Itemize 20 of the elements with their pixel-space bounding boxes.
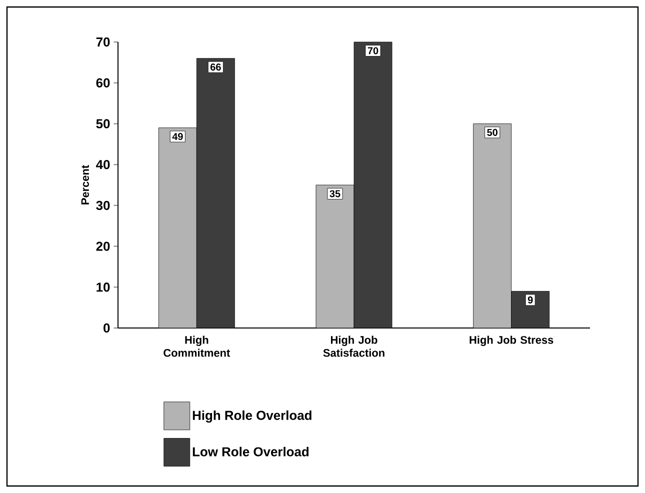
x-tick-label: High Job Satisfaction [323,336,384,357]
data-label: 49 [172,133,183,140]
legend-label: Low Role Overload [192,446,309,456]
data-label: 9 [528,296,533,304]
data-label: 66 [210,64,221,71]
y-tick-label: 0 [104,323,110,333]
y-tick-label: 60 [96,78,110,88]
x-tick-label: High Commitment [164,336,230,357]
y-axis-title: Percent [81,165,89,204]
y-tick-label: 50 [96,119,110,128]
data-label: 50 [487,128,498,136]
y-tick-label: 20 [96,242,110,251]
data-label: 35 [330,190,340,198]
y-tick-label: 30 [96,200,110,210]
legend-label: High Role Overload [192,410,312,423]
y-tick-label: 40 [96,160,110,170]
data-label: 70 [368,47,378,54]
y-tick-label: 10 [96,282,110,292]
x-tick-label: High Job Stress [470,336,554,346]
y-tick-label: 70 [96,37,110,47]
